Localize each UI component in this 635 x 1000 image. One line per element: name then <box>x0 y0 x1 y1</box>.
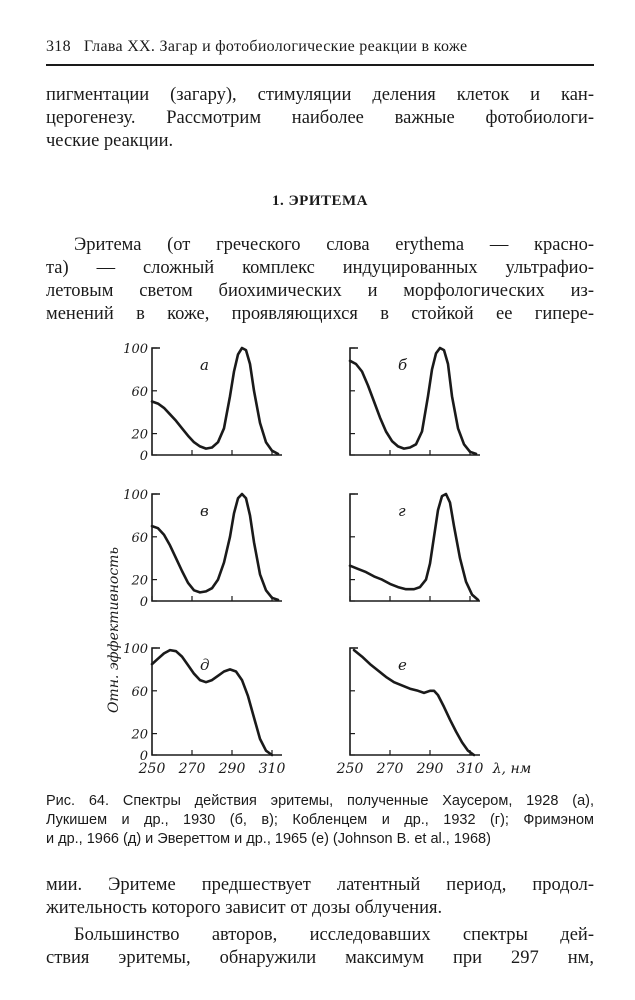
text-line: мии. Эритеме предшествует латентный пери… <box>46 875 594 895</box>
x-tick-label: 290 <box>416 761 444 777</box>
text-line: летовым светом биохимических и морфологи… <box>46 281 594 301</box>
running-title: Глава XX. Загар и фотобиологические реак… <box>83 38 468 55</box>
panel-axes <box>349 493 480 602</box>
x-tick-label: 270 <box>376 761 404 777</box>
panel-label: б <box>398 356 408 374</box>
x-tick-label: 310 <box>259 761 286 777</box>
text-line: жительность которого зависит от дозы обл… <box>46 898 443 918</box>
x-tick-label: 270 <box>178 761 206 777</box>
y-tick-label: 0 <box>140 749 148 764</box>
caption-line: Рис. 64. Спектры действия эритемы, получ… <box>46 793 594 809</box>
series-line-г <box>348 492 480 602</box>
panel-а: 0 20 60 100 а <box>123 342 282 464</box>
panel-е: 250 270 290 310 е λ, нм <box>336 647 532 777</box>
section-title: 1. ЭРИТЕМА <box>271 193 368 209</box>
y-axis-label: Отн. эффективность <box>106 547 122 713</box>
panel-axes <box>151 647 282 756</box>
panel-б: б <box>348 346 480 456</box>
x-tick-label: 250 <box>336 761 364 777</box>
caption-line: Лукишем и др., 1930 (б, в); Кобленцем и … <box>46 812 594 828</box>
panel-г: г <box>348 492 480 602</box>
series-line-а <box>150 346 280 456</box>
paragraph-erythema: Эритема (от греческого слова erythema — … <box>46 234 594 326</box>
header-rule <box>46 64 594 66</box>
text-line: Большинство авторов, исследовавших спект… <box>74 925 594 945</box>
page-number: 318 <box>46 38 71 55</box>
y-tick-label: 0 <box>140 449 148 464</box>
series-line-е <box>352 648 476 757</box>
panel-label: д <box>200 656 210 674</box>
y-tick-label: 20 <box>130 428 148 443</box>
y-tick-label: 60 <box>131 685 148 700</box>
y-tick-label: 100 <box>123 642 148 657</box>
y-tick-label: 100 <box>123 342 148 357</box>
series-line-б <box>348 346 478 456</box>
text-line: менений в коже, проявляющихся в стойкой … <box>46 304 594 324</box>
x-tick-label: 290 <box>218 761 246 777</box>
text-line: та) — сложный комплекс индуцированных ул… <box>46 258 594 278</box>
y-tick-label: 20 <box>130 574 148 589</box>
action-spectra-figure: 0 20 60 100 а б 0 20 60 100 в г 0 20 60 100 250 270 290 310… <box>106 342 532 777</box>
text-line: ствия эритемы, обнаружили максимум при 2… <box>46 948 594 968</box>
panel-label: е <box>398 656 407 674</box>
panel-label: г <box>398 502 406 520</box>
y-tick-label: 60 <box>131 531 148 546</box>
figure-caption: Рис. 64. Спектры действия эритемы, получ… <box>46 792 594 849</box>
paragraph-maximum: Большинство авторов, исследовавших спект… <box>46 924 594 970</box>
x-axis-label: λ, нм <box>492 761 532 777</box>
x-tick-label: 310 <box>457 761 484 777</box>
paragraph-latent: мии. Эритеме предшествует латентный пери… <box>46 874 594 920</box>
panel-axes <box>349 347 480 456</box>
caption-line: и др., 1966 (д) и Эвереттом и др., 1965 … <box>46 831 491 847</box>
y-tick-label: 100 <box>123 488 148 503</box>
paragraph-intro: пигментации (загару), стимуляции деления… <box>46 84 594 153</box>
text-line: пигментации (загару), стимуляции деления… <box>46 85 594 105</box>
text-line: Эритема (от греческого слова erythema — … <box>74 235 594 255</box>
running-header: 318 Глава XX. Загар и фотобиологические … <box>46 38 594 56</box>
panel-д: 0 20 60 100 250 270 290 310 д <box>123 642 285 777</box>
y-tick-label: 20 <box>130 728 148 743</box>
panel-label: а <box>200 356 209 374</box>
panel-axes <box>151 347 282 456</box>
panel-label: в <box>200 502 209 520</box>
series-line-в <box>150 492 280 602</box>
text-line: церогенезу. Рассмотрим наиболее важные ф… <box>46 108 594 128</box>
y-tick-label: 60 <box>131 385 148 400</box>
y-tick-label: 0 <box>140 595 148 610</box>
panel-в: 0 20 60 100 в <box>123 488 282 610</box>
x-tick-label: 250 <box>138 761 166 777</box>
series-line-д <box>150 648 274 757</box>
text-line: ческие реакции. <box>46 131 174 151</box>
